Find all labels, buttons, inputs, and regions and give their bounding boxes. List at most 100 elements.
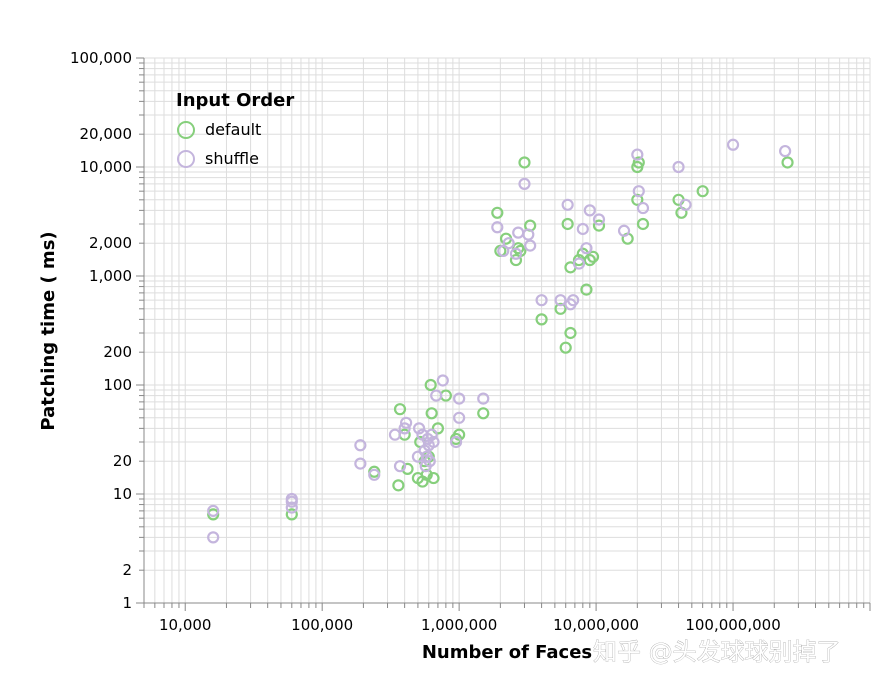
point-default — [512, 242, 525, 255]
y-tick-label: 1,000 — [89, 267, 132, 285]
point-shuffle — [400, 416, 413, 429]
point-default — [401, 462, 414, 475]
point-shuffle — [207, 531, 220, 544]
point-default — [427, 471, 440, 485]
point-shuffle — [554, 294, 567, 307]
point-default — [586, 250, 600, 263]
point-default — [561, 217, 574, 231]
point-default — [518, 156, 531, 169]
point-shuffle — [449, 435, 463, 449]
point-shuffle — [580, 242, 593, 255]
point-default — [636, 217, 650, 231]
y-axis-ticks: 1 2 10 20 100 200 1,000 2,000 10,000 20,000 100,00… — [70, 49, 144, 612]
point-shuffle — [285, 492, 298, 506]
point-shuffle — [672, 160, 685, 174]
y-tick-label: 20,000 — [80, 125, 133, 143]
x-tick-label: 1,000,000 — [421, 616, 497, 634]
point-shuffle — [726, 138, 740, 151]
point-default — [583, 253, 596, 267]
point-shuffle — [502, 237, 515, 250]
point-shuffle — [509, 247, 523, 260]
x-tick-label: 10,000 — [159, 616, 212, 634]
point-shuffle — [436, 374, 449, 387]
legend-marker-default — [177, 121, 195, 139]
point-shuffle — [512, 226, 525, 239]
point-shuffle — [636, 201, 650, 215]
point-default — [491, 206, 504, 219]
legend: Input Order default shuffle — [176, 90, 294, 168]
point-shuffle — [425, 428, 438, 441]
point-default — [781, 156, 794, 169]
point-shuffle — [576, 222, 589, 236]
point-default — [554, 302, 567, 315]
y-tick-label: 10 — [113, 485, 132, 503]
point-default — [453, 428, 466, 441]
point-shuffle — [522, 228, 535, 241]
y-tick-label: 10,000 — [80, 158, 133, 176]
point-default — [559, 341, 572, 354]
point-shuffle — [354, 439, 367, 452]
point-default — [592, 219, 606, 232]
point-shuffle — [779, 144, 792, 158]
point-shuffle — [679, 198, 692, 211]
point-shuffle — [524, 239, 537, 252]
x-tick-label: 100,000,000 — [685, 616, 780, 634]
point-default — [425, 407, 438, 420]
point-default — [477, 407, 490, 420]
x-axis-title: Number of Faces — [422, 642, 592, 663]
legend-title: Input Order — [176, 90, 294, 111]
y-tick-label: 100 — [103, 376, 132, 394]
point-shuffle — [453, 392, 466, 405]
point-shuffle — [491, 221, 504, 234]
point-shuffle — [285, 501, 298, 514]
point-shuffle — [583, 204, 596, 217]
point-shuffle — [572, 257, 586, 270]
point-shuffle — [617, 224, 631, 237]
point-shuffle — [453, 411, 466, 424]
point-shuffle — [592, 213, 606, 226]
y-tick-label: 1 — [122, 594, 132, 612]
y-axis-title: Patching time ( ms) — [38, 231, 59, 430]
point-shuffle — [427, 435, 440, 449]
point-shuffle — [412, 422, 426, 435]
grid — [143, 57, 871, 604]
point-default — [631, 193, 644, 206]
point-default — [207, 508, 220, 521]
point-shuffle — [388, 428, 402, 441]
point-shuffle — [423, 455, 436, 468]
point-default — [431, 422, 445, 435]
point-shuffle — [430, 389, 443, 402]
y-tick-label: 20 — [113, 452, 132, 470]
point-shuffle — [354, 457, 367, 470]
x-tick-label: 10,000,000 — [553, 616, 639, 634]
legend-label-shuffle: shuffle — [205, 149, 259, 168]
point-shuffle — [393, 460, 407, 473]
legend-marker-shuffle — [177, 150, 195, 168]
x-tick-label: 100,000 — [291, 616, 353, 634]
point-default — [392, 479, 405, 492]
point-shuffle — [631, 148, 644, 161]
data-points — [207, 138, 794, 544]
point-shuffle — [398, 422, 411, 435]
point-default — [564, 326, 577, 340]
y-tick-label: 200 — [103, 343, 132, 361]
x-axis-ticks: 10,000 100,000 1,000,000 10,000,000 100,000,… — [143, 603, 871, 634]
legend-label-default: default — [205, 120, 261, 139]
point-shuffle — [477, 392, 490, 405]
point-default — [285, 508, 298, 521]
y-tick-label: 2 — [122, 561, 132, 579]
point-shuffle — [561, 198, 574, 211]
y-tick-label: 2,000 — [89, 234, 132, 252]
point-shuffle — [518, 177, 531, 190]
point-default — [420, 468, 433, 481]
watermark: 知乎 @头发球球别掉了 — [593, 638, 841, 666]
point-default — [580, 283, 593, 296]
point-shuffle — [411, 450, 425, 463]
point-shuffle — [535, 294, 548, 307]
point-default — [535, 313, 548, 326]
point-shuffle — [567, 294, 580, 307]
point-default — [393, 403, 407, 416]
point-default — [632, 156, 645, 169]
y-tick-label: 100,000 — [70, 49, 132, 67]
